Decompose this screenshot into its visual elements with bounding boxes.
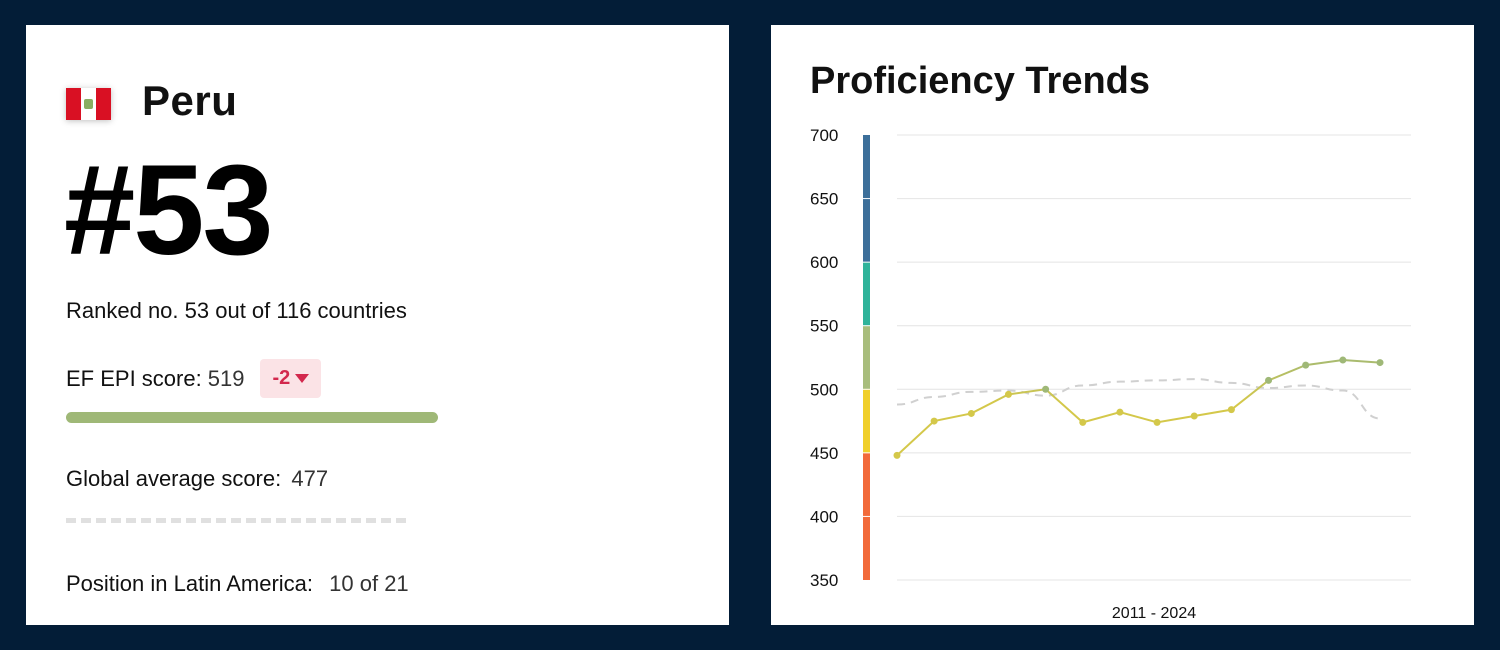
series-point bbox=[1004, 390, 1012, 398]
series-point bbox=[930, 417, 938, 425]
series-point bbox=[1376, 359, 1384, 367]
triangle-down-icon bbox=[295, 374, 310, 383]
peru-flag-icon bbox=[66, 88, 111, 120]
series-point bbox=[1302, 361, 1310, 369]
series-point bbox=[1227, 406, 1235, 414]
flag-emblem bbox=[84, 99, 93, 109]
global-average-dash bbox=[66, 518, 406, 523]
position-value: 10 of 21 bbox=[329, 571, 409, 596]
y-tick-label: 700 bbox=[810, 126, 838, 145]
series-line bbox=[896, 359, 1381, 457]
global-average-value: 477 bbox=[291, 466, 329, 491]
country-name: Peru bbox=[142, 77, 238, 124]
series-point bbox=[1190, 412, 1198, 420]
series-point bbox=[893, 451, 901, 459]
series-point bbox=[1079, 418, 1087, 426]
y-tick-label: 600 bbox=[810, 253, 838, 272]
rank-number: #53 bbox=[64, 139, 274, 282]
position-label: Position in Latin America: bbox=[66, 571, 314, 596]
series-point bbox=[1265, 376, 1273, 384]
x-axis-label: 2011 - 2024 bbox=[1112, 605, 1196, 622]
series-point bbox=[1339, 356, 1347, 364]
y-tick-label: 450 bbox=[810, 444, 838, 463]
score-change-badge: -2 bbox=[260, 359, 322, 398]
series-point bbox=[967, 409, 975, 417]
chart-title: Proficiency Trends bbox=[810, 60, 1151, 102]
score-bar bbox=[66, 412, 438, 423]
global-average-row: Global average score: 477 bbox=[66, 466, 328, 492]
y-tick-label: 500 bbox=[810, 380, 838, 399]
proficiency-band bbox=[863, 389, 870, 453]
y-tick-label: 550 bbox=[810, 317, 838, 336]
global-average-curve bbox=[896, 378, 1381, 420]
global-average-label: Global average score: bbox=[66, 466, 282, 491]
y-tick-label: 400 bbox=[810, 507, 838, 526]
trend-chart: 700 650 600 550 500 450 400 350 2011 - 2024 bbox=[810, 126, 1411, 622]
series-point bbox=[1042, 385, 1050, 393]
country-card: Peru #53 Ranked no. 53 out of 116 countr… bbox=[26, 25, 729, 625]
score-row: EF EPI score: 519 -2 bbox=[66, 359, 322, 398]
proficiency-band bbox=[863, 325, 870, 390]
score-change-value: -2 bbox=[272, 367, 291, 389]
score-value: 519 bbox=[207, 365, 245, 391]
latin-america-position-row: Position in Latin America: 10 of 21 bbox=[66, 571, 409, 597]
ranked-text: Ranked no. 53 out of 116 countries bbox=[66, 298, 407, 323]
proficiency-band bbox=[863, 262, 870, 326]
y-tick-label: 350 bbox=[810, 571, 838, 590]
trends-card: Proficiency Trends 700 650 600 550 500 450 400… bbox=[771, 25, 1474, 625]
score-label: EF EPI score: bbox=[66, 365, 202, 391]
series-point bbox=[1153, 418, 1161, 426]
series-point bbox=[1116, 408, 1124, 416]
y-tick-label: 650 bbox=[810, 190, 838, 209]
